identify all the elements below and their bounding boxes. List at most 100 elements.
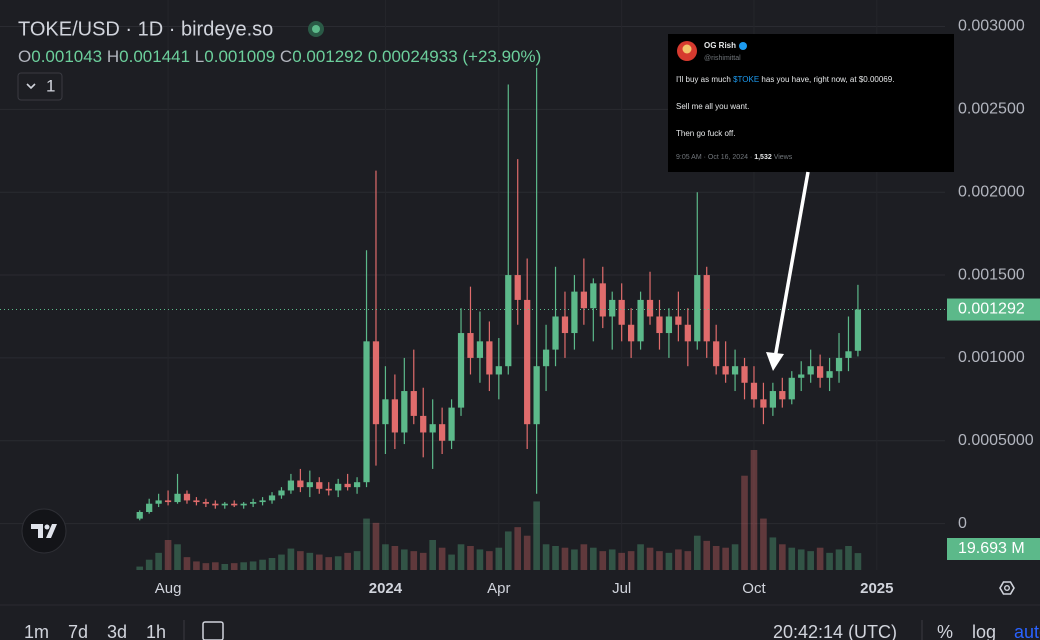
- volume-bar: [259, 559, 266, 570]
- candle-body: [325, 488, 332, 491]
- range-button[interactable]: 7d: [68, 622, 88, 640]
- candle-body: [542, 349, 550, 367]
- candle-body: [164, 500, 172, 503]
- candle-body: [202, 502, 209, 504]
- candle-body: [665, 316, 673, 334]
- volume-bar: [590, 547, 597, 570]
- volume-bar: [391, 546, 399, 570]
- last-price-tag: [947, 298, 1040, 321]
- range-button[interactable]: 1h: [146, 622, 166, 640]
- volume-bar: [854, 553, 862, 570]
- scale-option[interactable]: log: [972, 622, 996, 640]
- volume-bar: [712, 546, 720, 570]
- candle-body: [807, 366, 814, 375]
- scale-option[interactable]: %: [937, 622, 953, 640]
- x-tick-label: Apr: [487, 580, 510, 597]
- interval-button[interactable]: 1: [17, 72, 63, 101]
- volume-bar: [797, 549, 805, 570]
- volume-bar: [788, 547, 796, 570]
- volume-bar: [523, 535, 531, 570]
- settings-core: [1004, 585, 1011, 592]
- arrow-shaft: [773, 171, 810, 359]
- candle-body: [817, 366, 824, 378]
- volume-bar: [193, 561, 200, 570]
- candle-body: [448, 407, 455, 441]
- axes: 0 0.0005000 0.001000 0.001500 0.002000 0.0025…: [155, 18, 1040, 597]
- volume-bar: [665, 552, 673, 570]
- volume-bar: [297, 551, 304, 570]
- volume-bar: [401, 549, 408, 570]
- volume-bar: [457, 544, 465, 570]
- volume-bar: [760, 518, 767, 570]
- tweet-text-part: I'll buy as much: [676, 75, 733, 84]
- candle-body: [183, 493, 191, 501]
- candle-body: [854, 309, 862, 351]
- candle-body: [788, 377, 795, 400]
- candle-body: [486, 341, 493, 375]
- volume-bar: [741, 475, 748, 570]
- candle-body: [769, 391, 776, 408]
- volume-bar: [580, 544, 588, 570]
- ohlc-value: 0.001043: [31, 47, 102, 66]
- candle-body: [561, 316, 569, 334]
- live-dot: [312, 25, 320, 33]
- settings-icon[interactable]: [999, 581, 1015, 595]
- ohlc-value: 0.001292: [292, 47, 363, 66]
- candle-body: [618, 299, 625, 325]
- candle-body: [363, 341, 370, 483]
- volume-bar: [372, 522, 380, 570]
- volume-bar: [448, 554, 455, 570]
- volume-bar: [731, 544, 739, 570]
- volume-bar: [344, 552, 351, 570]
- candle-body: [212, 503, 219, 506]
- volume-bar: [278, 554, 285, 570]
- x-tick-label: 2024: [369, 580, 403, 597]
- candle-body: [287, 480, 295, 491]
- candle-body: [609, 299, 616, 317]
- volume-bar: [136, 566, 144, 570]
- candle-body: [268, 495, 276, 501]
- candle-body: [675, 316, 682, 325]
- volume-bar: [627, 551, 635, 570]
- volume-bar: [202, 563, 210, 570]
- volume-bar: [750, 450, 758, 570]
- tweet-cashtag[interactable]: $TOKE: [733, 75, 759, 84]
- candle-body: [741, 366, 748, 383]
- scale-option[interactable]: auto: [1014, 622, 1040, 640]
- candle-body: [250, 502, 257, 504]
- volume-bar: [145, 559, 153, 570]
- range-button[interactable]: 3d: [107, 622, 127, 640]
- candle-body: [760, 399, 767, 408]
- tweet-views-label: Views: [772, 154, 793, 161]
- tv-logo: [21, 508, 67, 554]
- volume-bar: [684, 551, 692, 570]
- volume-bar: [835, 549, 843, 570]
- candle-body: [353, 482, 361, 488]
- candle-body: [779, 391, 786, 400]
- candle-body: [580, 291, 587, 309]
- tweet-meta: 9:05 AM · Oct 16, 2024 · 1,532 Views: [676, 154, 793, 161]
- candle-body: [684, 324, 691, 342]
- ohlc-legend: O0.001043 H0.001441 L0.001009 C0.001292 …: [18, 47, 541, 66]
- candle-body: [457, 333, 465, 408]
- goto-date-icon[interactable]: [202, 621, 224, 640]
- y-tick-label: 0.001500: [958, 266, 1025, 283]
- settings-hex: [999, 581, 1015, 595]
- candle-body: [382, 399, 389, 425]
- tweet-time: 9:05 AM · Oct 16, 2024 ·: [676, 154, 754, 161]
- volume-bar: [552, 546, 559, 570]
- volume-bar: [353, 551, 361, 570]
- candle-body: [646, 299, 654, 317]
- volume-bar: [637, 544, 644, 570]
- candle-body: [656, 316, 663, 334]
- volume-bar: [164, 540, 172, 570]
- volume-bar: [646, 547, 654, 570]
- range-button[interactable]: 1m: [24, 622, 49, 640]
- candle-body: [703, 275, 710, 342]
- volume-bar: [155, 552, 162, 570]
- volume-bar: [845, 546, 852, 570]
- volume-bar: [807, 551, 814, 570]
- interval-count: 1: [46, 76, 55, 95]
- x-tick-label: 2025: [860, 580, 893, 597]
- tweet-card: OG Rish @rishimittal I'll buy as much $T…: [668, 34, 954, 172]
